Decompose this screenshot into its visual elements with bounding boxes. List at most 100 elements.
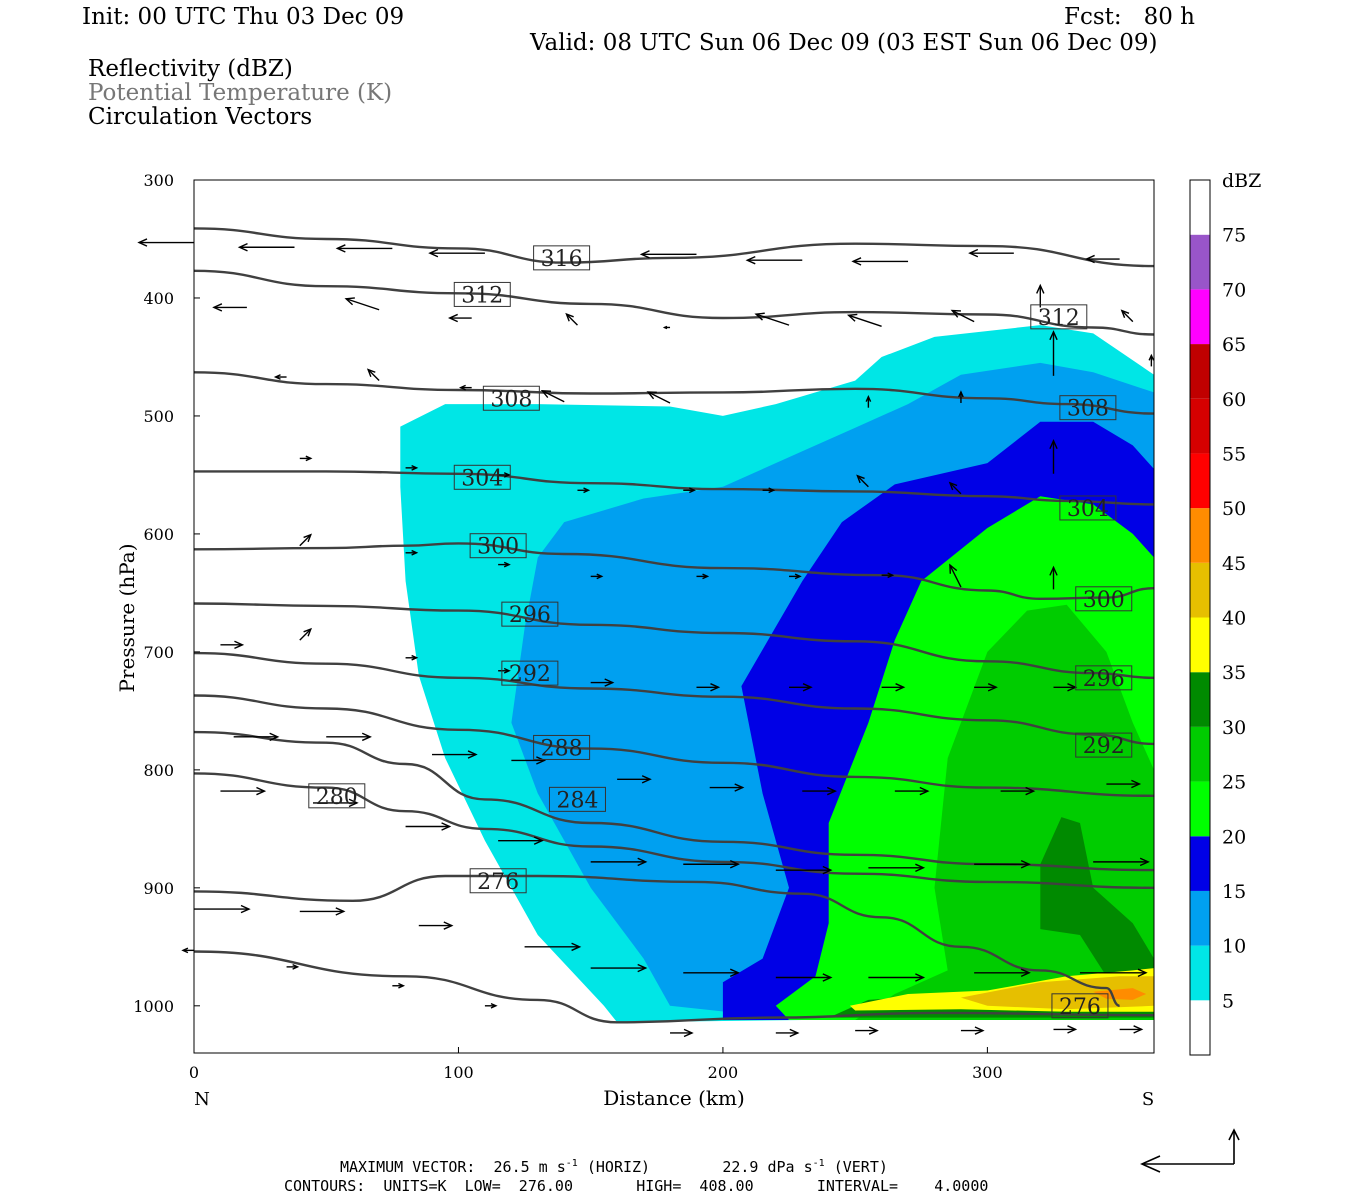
theta-label-box [469,868,527,894]
theta-label-text: 276 [1059,995,1101,1020]
circulation-vector [590,857,648,867]
circulation-vector [1148,353,1155,367]
circulation-vector [220,640,245,650]
circulation-vector [428,248,485,258]
vector-shaft [647,391,671,404]
vector-head [646,391,657,400]
circulation-vector [458,384,472,391]
vector-head [234,640,245,650]
circulation-vector [868,863,926,873]
theta-contour-276 [193,874,1120,1007]
vector-head [1120,309,1130,318]
theta-label: 304 [1059,495,1117,522]
vector-head [745,255,756,265]
vector-head [503,472,511,478]
colorbar-swatch [1190,234,1210,290]
circulation-vector [366,368,380,382]
theta-label: 280 [308,783,366,810]
theta-contour-308 [193,371,1155,415]
vector-head [915,973,926,982]
theta-contour-316 [193,227,1155,268]
vector-head [789,1028,800,1038]
circulation-vector [565,312,578,326]
vector-head [335,244,346,253]
colorbar-level-label: 25 [1222,772,1246,794]
theta-label-text: 300 [1083,588,1125,613]
circulation-vector [392,982,406,989]
colorbar-swatch [1190,508,1210,563]
circulation-vector [960,1026,985,1035]
theta-label-text: 292 [509,662,551,687]
field-circulation-vectors: Circulation Vectors [88,104,313,130]
vector-head [240,904,251,914]
circulation-vector [775,973,833,982]
vector-head [411,654,419,661]
theta-contour-280 [193,772,1155,889]
max-vector-line: MAXIMUM VECTOR: 26.5 m s-1 (HORIZ) 22.9 … [340,1158,888,1176]
circulation-vector [881,572,895,579]
vector-head [536,756,547,765]
colorbar-level-label: 20 [1222,826,1246,848]
circulation-vector [948,481,962,495]
vector-shaft [1121,310,1134,323]
circulation-vector [855,1026,879,1035]
y-tick-label: 400 [143,289,174,308]
circulation-vector [418,921,454,930]
circulation-vector [646,391,671,404]
vector-head [710,683,721,692]
circulation-vector [540,390,565,403]
vector-head [335,907,346,916]
colorbar-level-label: 65 [1222,334,1246,356]
theta-label: 308 [482,385,540,412]
circulation-vector [524,942,582,952]
circulation-vector [181,947,194,954]
vector-head [604,678,615,687]
horiz-exponent: -1 [565,1158,578,1169]
vector-head [411,549,419,556]
theta-label-box [1075,665,1133,691]
vector-head [292,964,300,970]
circulation-vector [1084,254,1120,264]
circulation-vector [299,533,312,547]
theta-label-text: 308 [1067,397,1109,422]
circulation-vector [856,474,869,488]
theta-contour-304 [193,470,1155,506]
x-axis-right-end-label: S [1142,1089,1154,1110]
vector-head [1137,968,1148,978]
theta-contour-300 [193,542,1155,601]
theta-label-text: 308 [490,387,532,412]
vector-shaft [299,628,312,641]
circulation-vector [1053,1025,1078,1034]
colorbar-swatch [1190,562,1210,618]
vector-head [361,732,372,742]
circulation-vector [1120,309,1134,323]
vector-shaft [949,564,962,588]
circulation-vector [577,487,591,494]
circulation-vector [237,243,295,252]
vector-head [540,390,552,399]
circulation-vector [498,561,511,568]
colorbar-level-label: 10 [1222,936,1246,958]
vector-head [1020,968,1031,978]
y-tick-label: 500 [143,407,174,426]
colorbar-swatch [1190,836,1210,891]
circulation-vector [1106,779,1142,789]
circulation-vector [865,394,872,408]
vector-shaft [755,313,790,326]
colorbar-level-label: 45 [1222,553,1246,575]
theta-contour-272 [193,950,1155,1024]
vector-head [503,667,511,674]
vector-head [974,1026,985,1035]
circulation-vector [974,683,998,692]
theta-contour-312 [193,269,1155,336]
circulation-vector [1093,857,1150,867]
vector-head [212,303,223,312]
theta-label: 312 [1030,304,1088,331]
colorbar-level-label: 30 [1222,717,1246,739]
vector-head [802,683,813,692]
plot-frame [193,179,1155,1054]
vector-head [846,313,858,322]
circulation-vector [405,464,419,471]
x-tick-label: 300 [972,1063,1003,1082]
vector-head [303,533,312,543]
